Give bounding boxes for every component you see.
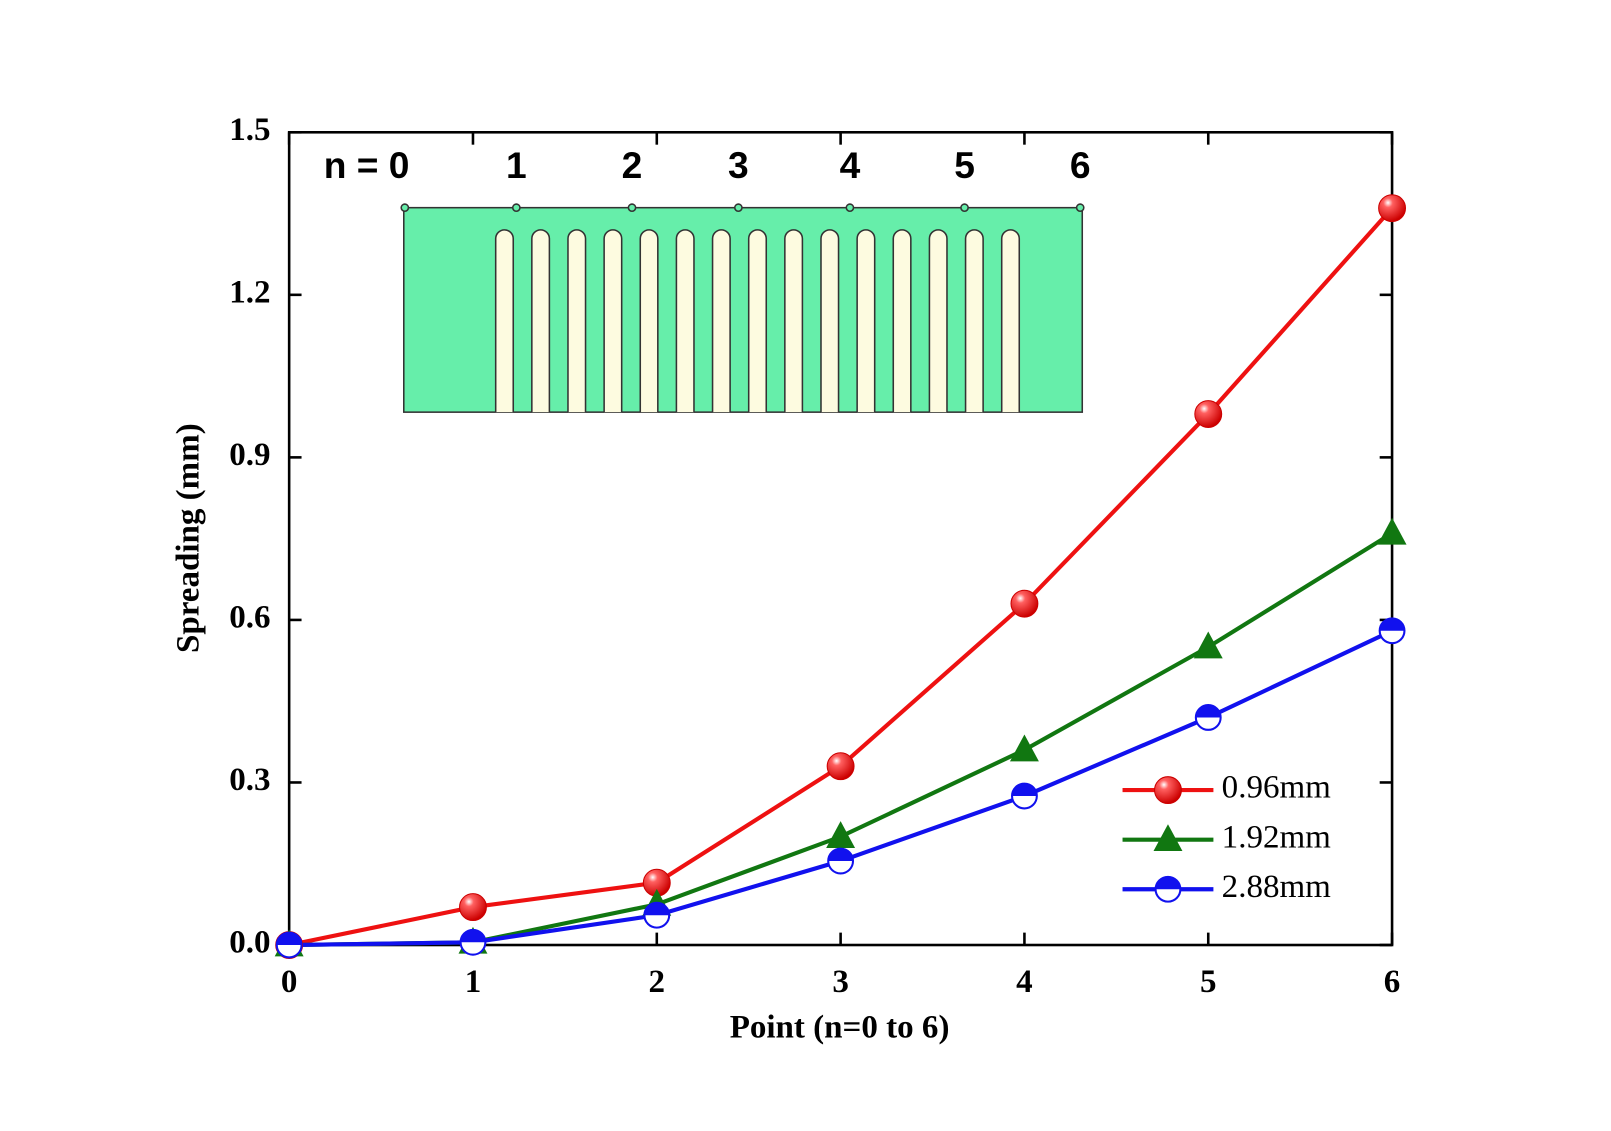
marker [1194,400,1223,428]
x-axis-title: Point (n=0 to 6) [730,1009,950,1045]
x-tick-label: 5 [1200,964,1217,1000]
marker [1154,776,1182,805]
marker-shape [826,752,855,781]
y-tick-label: 1.5 [229,112,270,148]
comb-slot [567,229,587,413]
marker [826,752,855,781]
inset-point [960,203,969,213]
x-tick-label: 3 [832,964,849,1000]
marker-shape [826,821,856,849]
marker-shape [1155,876,1181,890]
inset-label: 1 [506,144,527,186]
comb-slot [494,229,515,413]
marker-shape [1194,400,1223,428]
comb-slot [603,229,623,413]
marker [1154,875,1182,903]
comb-slot [856,229,876,413]
marker-shape [644,902,670,916]
inset-point [511,203,521,213]
comb-slot [820,229,840,413]
comb-slot [1000,229,1021,413]
marker [827,847,855,875]
marker-shape [276,932,302,946]
marker [1193,631,1223,659]
x-tick-label: 1 [465,964,482,1000]
marker [459,893,487,922]
inset-point [733,203,743,213]
marker-shape [1195,705,1221,718]
marker-shape [1009,734,1039,762]
marker [275,931,303,959]
legend-label: 2.88mm [1222,869,1331,905]
marker-shape [1154,776,1182,805]
x-tick-label: 2 [649,964,666,1000]
marker [1009,734,1039,762]
marker-shape [1379,618,1405,631]
y-tick-label: 1.2 [229,274,270,310]
marker-shape [1377,517,1407,545]
inset-label: 6 [1070,144,1091,186]
y-tick-label: 0.0 [229,925,270,961]
comb-slot [964,229,984,413]
y-tick-label: 0.6 [229,600,270,636]
marker [826,821,856,849]
marker-shape [1012,783,1037,797]
inset-point [845,203,855,213]
x-tick-label: 4 [1016,964,1033,1000]
inset-point [400,203,410,213]
marker-shape [1010,589,1039,618]
inset-label: 2 [622,144,643,186]
legend-label: 1.92mm [1222,819,1331,855]
marker [459,928,487,956]
marker-shape [459,893,487,922]
y-tick-label: 0.9 [229,437,270,473]
comb-slot [531,229,551,413]
marker [1194,704,1222,731]
y-axis-title: Spreading (mm) [171,423,207,653]
marker-shape [828,848,854,862]
marker-shape [1193,631,1223,659]
inset-point [627,203,637,213]
inset-label: 5 [954,144,975,186]
marker-shape [1378,194,1407,223]
comb-slot [711,229,731,413]
inset-point [1075,203,1085,213]
comb-slot [928,229,948,413]
marker [1378,617,1406,645]
marker [1377,517,1407,545]
x-tick-label: 0 [281,964,298,1000]
marker [1378,194,1407,223]
inset-label: 4 [840,144,861,186]
comb-slot [892,229,912,413]
marker-shape [1153,824,1183,852]
x-tick-label: 6 [1384,964,1401,1000]
comb-slot [639,229,659,413]
y-tick-label: 0.3 [229,762,270,798]
legend-label: 0.96mm [1222,770,1331,806]
comb-slot [747,229,768,413]
marker [1011,782,1038,810]
inset-diagram [400,203,1085,413]
comb-slot [784,229,804,413]
marker [1153,824,1183,852]
comb-slot [675,229,695,413]
marker-shape [460,929,486,943]
inset-label: n = 0 [324,144,410,186]
inset-label: 3 [728,144,749,186]
marker [1010,589,1039,618]
marker [643,901,671,929]
